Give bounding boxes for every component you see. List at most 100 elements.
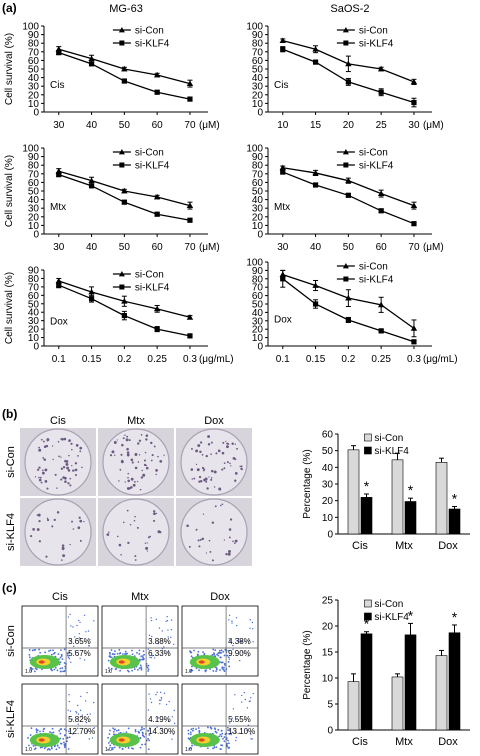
event-dot	[192, 727, 195, 730]
y-tick-label: 30	[28, 82, 40, 93]
colony-dot	[62, 549, 64, 551]
event-dot	[113, 746, 116, 749]
colony-dot	[38, 466, 41, 469]
colony-dot	[45, 555, 48, 558]
event-dot	[240, 641, 243, 643]
colony-dot	[205, 480, 208, 483]
colony-dot	[120, 553, 122, 556]
series-line	[58, 284, 191, 337]
event-dot	[118, 746, 121, 749]
event-dot	[59, 656, 62, 659]
event-dot	[139, 729, 142, 732]
colony-dot	[144, 451, 147, 454]
flow-plot: 4.19% 14.30% 1.0	[101, 683, 179, 755]
colony-dot	[215, 452, 218, 455]
event-dot	[232, 648, 234, 650]
event-dot	[150, 619, 153, 622]
event-dot	[227, 742, 230, 745]
event-dot	[75, 710, 77, 713]
colony-dot	[60, 456, 62, 458]
y-tick-label: 40	[28, 73, 40, 84]
x-tick-label: Dox	[438, 540, 458, 552]
colony-dot	[69, 543, 71, 546]
event-dot	[83, 614, 86, 616]
colony-dot	[46, 518, 50, 522]
event-dot	[138, 667, 141, 670]
colony-dot	[130, 477, 134, 481]
event-dot	[110, 656, 113, 659]
event-dot	[48, 650, 50, 652]
significance-marker: *	[408, 482, 414, 498]
event-dot	[240, 694, 243, 697]
colony-dot	[191, 447, 193, 450]
event-dot	[62, 737, 65, 740]
event-dot	[66, 652, 69, 655]
event-dot	[139, 664, 142, 667]
lower-left-quadrant-value: 1.0	[25, 669, 32, 675]
event-dot	[51, 669, 53, 672]
x-tick-label: 0.15	[306, 354, 326, 365]
data-point	[312, 301, 319, 307]
event-dot	[227, 660, 230, 663]
event-dot	[173, 709, 176, 712]
y-tick-label: 70	[28, 47, 40, 58]
lower-left-quadrant-value: 1.0	[105, 669, 112, 675]
event-dot	[247, 655, 249, 657]
y-tick-label: 50	[252, 65, 264, 76]
bar-si-con	[391, 676, 404, 731]
colony-column-label: Dox	[204, 415, 224, 427]
data-point	[345, 177, 352, 184]
colony-dot	[36, 468, 40, 471]
event-dot	[160, 696, 162, 699]
event-dot	[171, 738, 173, 740]
data-point	[56, 50, 62, 56]
drug-label: Cis	[274, 80, 288, 91]
event-dot	[39, 746, 42, 749]
event-dot	[67, 656, 70, 659]
event-dot	[189, 731, 192, 734]
x-tick-label: 30	[408, 120, 420, 131]
data-point	[377, 301, 385, 308]
event-dot	[43, 727, 46, 730]
event-dot	[228, 637, 230, 640]
colony-dot	[78, 516, 81, 519]
event-dot	[158, 627, 161, 629]
colony-dot	[146, 550, 149, 552]
event-dot	[223, 670, 226, 672]
event-dot	[202, 651, 204, 654]
event-dot	[68, 693, 70, 696]
lower-right-quadrant-percent: 5.67%	[68, 649, 91, 658]
colony-dot	[129, 523, 132, 526]
event-dot	[118, 648, 121, 651]
bar-si-con	[347, 681, 360, 731]
event-dot	[29, 656, 31, 659]
colony-dot	[44, 479, 48, 483]
event-dot	[109, 729, 111, 732]
y-tick-label: 50	[28, 299, 40, 310]
colony-dot	[133, 480, 136, 483]
dish	[180, 428, 248, 496]
event-dot	[63, 728, 66, 731]
y-axis-label: Cell survival (%)	[4, 33, 15, 105]
event-dot	[47, 747, 50, 750]
colony-dot	[225, 440, 227, 442]
colony-dot	[223, 539, 226, 541]
y-axis-label: Cell survival (%)	[4, 272, 15, 344]
colony-dot	[62, 466, 66, 469]
event-dot	[34, 667, 37, 670]
y-tick-label: 10	[322, 674, 334, 685]
event-dot	[67, 616, 70, 618]
legend-marker	[342, 263, 349, 269]
event-dot	[49, 649, 52, 652]
colony-dot	[188, 545, 191, 548]
event-dot	[88, 738, 91, 740]
y-axis-label: Cell survival (%)	[4, 155, 15, 227]
bar-si-klf4	[448, 508, 461, 535]
data-point	[88, 288, 95, 295]
y-tick-label: 20	[252, 90, 264, 101]
event-dot	[60, 649, 62, 651]
colony-dot	[211, 559, 214, 562]
colony-dot	[60, 467, 64, 470]
event-dot	[190, 651, 192, 654]
